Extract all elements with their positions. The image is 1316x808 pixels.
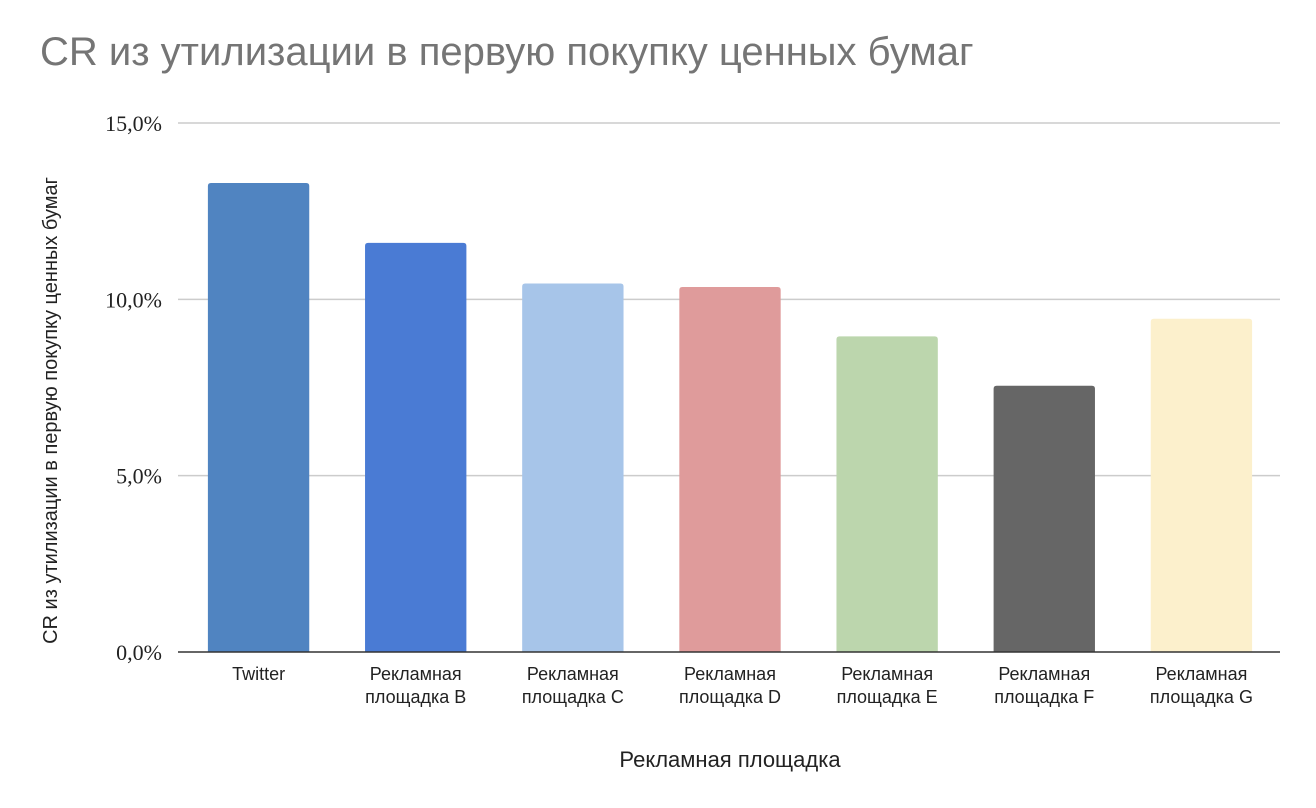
x-axis-title: Рекламная площадка: [619, 747, 841, 772]
chart-title: CR из утилизации в первую покупку ценных…: [40, 30, 974, 74]
y-tick-label: 15,0%: [105, 111, 162, 136]
y-axis-tick-labels: 0,0% 5,0% 10,0% 15,0%: [105, 111, 162, 665]
x-category-label: Рекламная площадка D: [679, 664, 781, 707]
bar-6: [993, 385, 1095, 652]
y-tick-label: 0,0%: [116, 640, 162, 665]
x-category-label: Рекламная площадка F: [994, 664, 1094, 707]
bar-7: [1150, 318, 1253, 652]
bar-1: [207, 182, 310, 652]
x-category-label: Twitter: [232, 664, 285, 684]
bars: [207, 182, 1253, 652]
y-axis-title: CR из утилизации в первую покупку ценных…: [40, 177, 62, 644]
bar-5: [836, 336, 938, 652]
x-category-label: Рекламная площадка E: [837, 664, 938, 707]
bar-2: [365, 242, 467, 652]
x-category-label: Рекламная площадка B: [365, 664, 466, 707]
y-tick-label: 5,0%: [116, 464, 162, 489]
x-category-label: Рекламная площадка G: [1150, 664, 1253, 707]
bar-4: [679, 286, 781, 652]
x-axis-category-labels: Twitter Рекламная площадка B Рекламная площа…: [232, 664, 1253, 707]
y-tick-label: 10,0%: [105, 287, 162, 312]
bar-3: [522, 283, 624, 652]
x-category-label: Рекламная площадка C: [522, 664, 624, 707]
